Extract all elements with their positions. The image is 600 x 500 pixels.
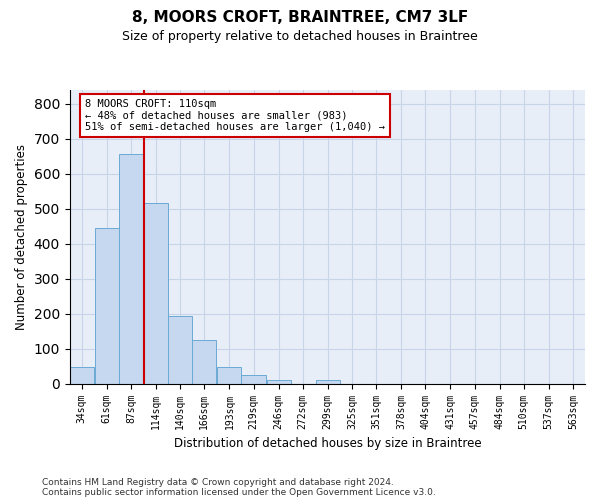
Bar	[70, 368, 94, 384]
Text: Size of property relative to detached houses in Braintree: Size of property relative to detached ho…	[122, 30, 478, 43]
Bar	[119, 154, 143, 384]
Text: Contains HM Land Registry data © Crown copyright and database right 2024.
Contai: Contains HM Land Registry data © Crown c…	[42, 478, 436, 497]
Bar	[217, 368, 241, 384]
Text: 8 MOORS CROFT: 110sqm
← 48% of detached houses are smaller (983)
51% of semi-det: 8 MOORS CROFT: 110sqm ← 48% of detached …	[85, 99, 385, 132]
Bar	[168, 316, 192, 384]
Bar	[241, 376, 266, 384]
Bar	[266, 380, 290, 384]
Text: 8, MOORS CROFT, BRAINTREE, CM7 3LF: 8, MOORS CROFT, BRAINTREE, CM7 3LF	[132, 10, 468, 25]
Y-axis label: Number of detached properties: Number of detached properties	[15, 144, 28, 330]
Bar	[316, 380, 340, 384]
X-axis label: Distribution of detached houses by size in Braintree: Distribution of detached houses by size …	[173, 437, 481, 450]
Bar	[144, 204, 168, 384]
Bar	[95, 228, 119, 384]
Bar	[192, 340, 217, 384]
